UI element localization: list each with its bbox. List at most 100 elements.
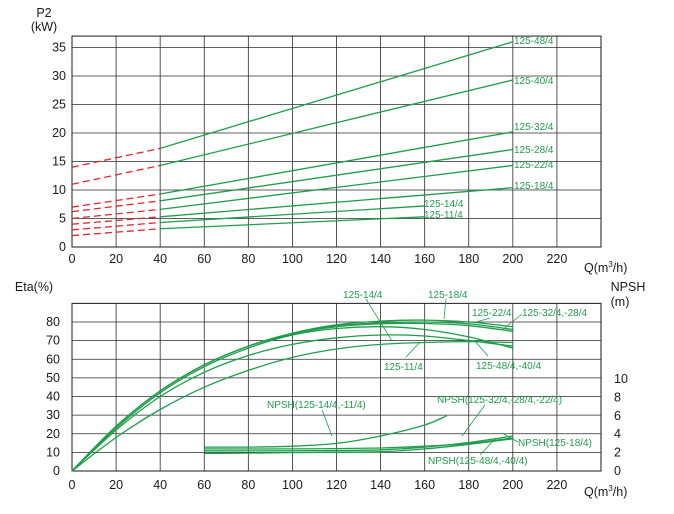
power-ylabel-unit: (kW) <box>31 20 57 34</box>
label-eta-125-48: 125-48/4,-40/4 <box>476 361 541 372</box>
label-125-11: 125-11/4 <box>424 210 463 221</box>
power-xtick-80: 80 <box>241 252 255 266</box>
eta-ytick-70: 70 <box>46 334 60 348</box>
eta-ytick-40: 40 <box>46 390 60 404</box>
eta-ytick-0: 0 <box>53 464 60 478</box>
leader-e32 <box>501 313 523 331</box>
efficiency-ylabel: Eta(%) <box>15 280 53 294</box>
power-curve-dashed-125-18-4 <box>71 216 161 225</box>
power-xtick-160: 160 <box>414 252 435 266</box>
eta-curve-125-11-4 <box>71 340 513 472</box>
power-chart-curves <box>71 41 514 237</box>
label-125-22: 125-22/4 <box>514 160 554 171</box>
npsh-curve-npsh-125-14-4-11-4 <box>204 415 447 448</box>
power-curve-125-28-4 <box>160 148 513 202</box>
eta-xtick-140: 140 <box>370 478 391 492</box>
efficiency-xlabel: Q(m3/h) <box>584 484 627 499</box>
npsh-ylabel-unit: (m) <box>611 295 630 309</box>
leader-n48 <box>479 437 497 456</box>
eta-xtick-200: 200 <box>502 478 523 492</box>
eta-curve-125-14-4 <box>71 334 513 472</box>
power-ytick-10: 10 <box>52 183 66 197</box>
power-curve-125-11-4 <box>160 216 425 230</box>
leader-e14 <box>365 298 393 342</box>
leader-e48 <box>473 339 489 357</box>
eta-xtick-80: 80 <box>241 478 255 492</box>
eta-xtick-40: 40 <box>153 478 167 492</box>
power-plot-frame <box>71 35 602 248</box>
eta-ytick-30: 30 <box>46 408 60 422</box>
leader-n14 <box>321 409 333 437</box>
power-ytick-0: 0 <box>59 240 66 254</box>
leader-n18 <box>501 432 519 443</box>
power-xtick-20: 20 <box>109 252 123 266</box>
eta-curve-125-48-4-40-4 <box>71 326 513 472</box>
power-chart-ticks: 0 20 40 60 80 100 120 140 160 180 200 220 0 5 10 15 20 25… <box>52 41 567 267</box>
npsh-ytick-10: 10 <box>614 372 628 386</box>
leader-e22 <box>475 317 491 323</box>
label-125-28: 125-28/4 <box>514 145 554 156</box>
power-ylabel: P2 <box>36 6 51 20</box>
npsh-curve-npsh-125-48-4-40-4 <box>204 438 513 455</box>
power-ytick-25: 25 <box>52 98 66 112</box>
label-eta-125-14: 125-14/4 <box>343 290 383 301</box>
leader-e11 <box>405 341 421 358</box>
power-ytick-15: 15 <box>52 155 66 169</box>
label-eta-125-32: 125-32/4,-28/4 <box>522 308 587 319</box>
label-125-48: 125-48/4 <box>514 36 554 47</box>
eta-xtick-220: 220 <box>546 478 567 492</box>
npsh-ytick-2: 2 <box>614 446 621 460</box>
power-xtick-0: 0 <box>69 252 76 266</box>
eta-ytick-50: 50 <box>46 371 60 385</box>
npsh-curve-npsh-125-18-4 <box>204 435 513 452</box>
power-xtick-60: 60 <box>197 252 211 266</box>
eta-ytick-10: 10 <box>46 445 60 459</box>
power-curve-dashed-125-22-4 <box>71 208 161 220</box>
label-npsh-32: NPSH(125-32/4,-28/4,-22/4) <box>437 395 562 406</box>
power-xtick-120: 120 <box>326 252 347 266</box>
power-chart-grid <box>71 35 602 248</box>
power-ytick-35: 35 <box>52 41 66 55</box>
eta-xtick-0: 0 <box>69 478 76 492</box>
power-curve-125-40-4 <box>160 79 513 167</box>
power-curve-125-32-4 <box>160 131 513 195</box>
power-curve-dashed-125-48-4 <box>71 147 161 168</box>
efficiency-chart-grid <box>71 302 602 472</box>
label-npsh-14: NPSH(125-14/4,-11/4) <box>267 400 366 411</box>
power-xtick-40: 40 <box>153 252 167 266</box>
eta-ytick-20: 20 <box>46 427 60 441</box>
npsh-ytick-6: 6 <box>614 409 621 423</box>
label-125-18: 125-18/4 <box>514 181 554 192</box>
eta-xtick-120: 120 <box>326 478 347 492</box>
power-curve-125-22-4 <box>160 164 513 211</box>
eta-xtick-20: 20 <box>109 478 123 492</box>
power-curve-dashed-125-32-4 <box>71 193 161 208</box>
power-xtick-140: 140 <box>370 252 391 266</box>
eta-curve-125-32-4-28-4 <box>71 322 513 472</box>
eta-xtick-160: 160 <box>414 478 435 492</box>
eta-xtick-100: 100 <box>282 478 303 492</box>
power-ytick-20: 20 <box>52 126 66 140</box>
power-ytick-5: 5 <box>59 212 66 226</box>
power-ytick-30: 30 <box>52 69 66 83</box>
efficiency-npsh-chart: 0 20 40 60 80 100 120 140 160 180 200 2200102030405… <box>15 280 645 499</box>
label-npsh-48: NPSH(125-48/4,-40/4) <box>428 456 528 467</box>
label-125-32: 125-32/4 <box>514 122 554 133</box>
power-xtick-200: 200 <box>502 252 523 266</box>
npsh-curve-npsh-125-32-4-28-4-22-4 <box>204 437 513 450</box>
power-curve-125-18-4 <box>160 187 513 218</box>
label-eta-125-11: 125-11/4 <box>384 362 423 373</box>
leader-n32 <box>461 404 486 437</box>
eta-plot-frame <box>71 302 602 472</box>
power-curve-dashed-125-11-4 <box>71 228 161 237</box>
power-curve-125-14-4 <box>160 205 425 224</box>
eta-ytick-60: 60 <box>46 352 60 366</box>
power-xtick-100: 100 <box>282 252 303 266</box>
eta-xtick-60: 60 <box>197 478 211 492</box>
power-curve-dashed-125-28-4 <box>71 200 161 213</box>
npsh-ytick-8: 8 <box>614 390 621 404</box>
power-curve-dashed-125-14-4 <box>71 221 161 231</box>
npsh-ytick-0: 0 <box>614 464 621 478</box>
power-xtick-180: 180 <box>458 252 479 266</box>
